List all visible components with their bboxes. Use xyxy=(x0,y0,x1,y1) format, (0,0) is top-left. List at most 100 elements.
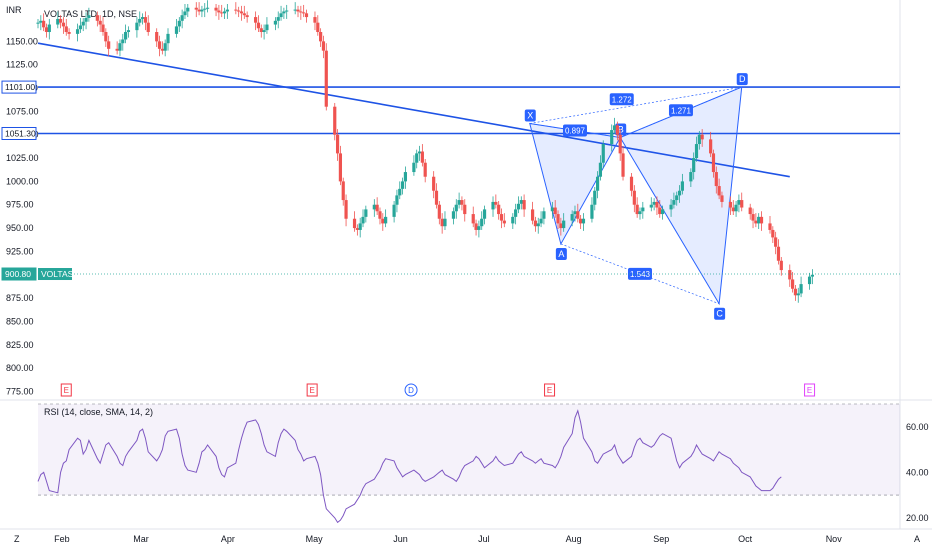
event-marker: D xyxy=(404,383,418,397)
footer-a-button[interactable]: A xyxy=(914,534,920,544)
candle xyxy=(285,4,289,19)
candle xyxy=(751,208,755,229)
candle xyxy=(593,186,597,211)
candle xyxy=(796,287,800,303)
candle xyxy=(807,272,812,290)
candle-body xyxy=(570,214,574,221)
candle-body xyxy=(590,204,594,219)
candle-body xyxy=(454,204,458,212)
candle-body xyxy=(759,216,764,224)
candle-body xyxy=(601,144,605,163)
candle xyxy=(42,13,46,32)
candle xyxy=(282,7,286,19)
candle xyxy=(675,191,679,206)
candle xyxy=(511,213,515,230)
candle xyxy=(499,208,504,229)
candle-body xyxy=(412,162,416,173)
candle-body xyxy=(474,223,478,230)
candle xyxy=(372,199,376,217)
candle-body xyxy=(471,214,475,224)
candle xyxy=(658,200,662,218)
pattern-point-bg xyxy=(555,247,567,260)
candle-body xyxy=(333,106,337,135)
candle xyxy=(155,28,159,47)
candle-body xyxy=(126,30,131,33)
candle xyxy=(415,149,419,169)
candle-body xyxy=(415,153,419,163)
candle-body xyxy=(638,211,642,215)
event-marker: E xyxy=(804,383,816,397)
price-badge-value: 1101.00 xyxy=(5,82,35,92)
candle-body xyxy=(612,125,617,131)
candle xyxy=(737,194,741,213)
candle xyxy=(497,201,501,220)
candle-body xyxy=(717,186,721,196)
event-marker: E xyxy=(544,383,556,397)
candle-body xyxy=(522,200,526,210)
candle xyxy=(222,7,227,19)
candle xyxy=(437,201,441,225)
candle xyxy=(494,194,498,209)
candle xyxy=(59,15,63,29)
candle-body xyxy=(533,220,538,227)
candle-body xyxy=(460,200,464,205)
candle-body xyxy=(47,24,51,33)
candle xyxy=(395,189,399,213)
candle-body xyxy=(731,207,735,212)
event-marker-label: E xyxy=(807,386,812,395)
candle xyxy=(771,226,775,244)
candle-body xyxy=(694,144,699,159)
candle-body xyxy=(530,209,535,221)
candle-body xyxy=(155,32,159,42)
candle xyxy=(717,178,721,200)
pattern-point: X xyxy=(524,109,536,122)
candle-body xyxy=(302,12,306,14)
candle-body xyxy=(400,181,405,189)
candle-body xyxy=(262,30,266,33)
candle-body xyxy=(395,195,399,205)
candle-body xyxy=(355,228,359,230)
candle-body xyxy=(779,260,783,271)
candle-body xyxy=(632,190,636,205)
candle-body xyxy=(774,237,778,247)
candle xyxy=(697,130,701,150)
candle xyxy=(740,192,744,212)
event-marker-bg xyxy=(804,383,816,397)
footer-z-button[interactable]: Z xyxy=(14,534,20,544)
candle xyxy=(680,173,684,195)
candle-body xyxy=(618,134,622,154)
candle xyxy=(400,177,405,195)
candle xyxy=(477,220,481,238)
candle-body xyxy=(78,25,82,30)
candle xyxy=(700,129,704,147)
candle xyxy=(536,217,540,234)
horizontal-line-price-badge: 1101.00 xyxy=(1,80,37,94)
candle xyxy=(67,28,71,40)
rsi-band xyxy=(38,404,900,496)
candle xyxy=(279,5,283,21)
candle xyxy=(321,35,326,59)
candle xyxy=(443,211,447,230)
candle xyxy=(217,4,221,20)
candle-body xyxy=(273,20,278,25)
candle xyxy=(197,2,201,16)
pattern-point-bg xyxy=(736,73,748,86)
candle-body xyxy=(417,151,422,154)
candle-body xyxy=(256,22,261,29)
candle xyxy=(95,11,99,27)
candle-body xyxy=(358,223,362,230)
candle-body xyxy=(194,7,198,10)
candle-body xyxy=(463,204,467,215)
candle xyxy=(692,152,696,180)
candle xyxy=(530,201,535,225)
candle xyxy=(273,17,278,31)
candle-body xyxy=(697,134,701,145)
candle xyxy=(293,2,297,15)
candle-body xyxy=(324,50,328,107)
candle-body xyxy=(392,204,396,217)
candle xyxy=(47,18,51,40)
candle-body xyxy=(556,214,560,224)
candle xyxy=(514,203,518,225)
